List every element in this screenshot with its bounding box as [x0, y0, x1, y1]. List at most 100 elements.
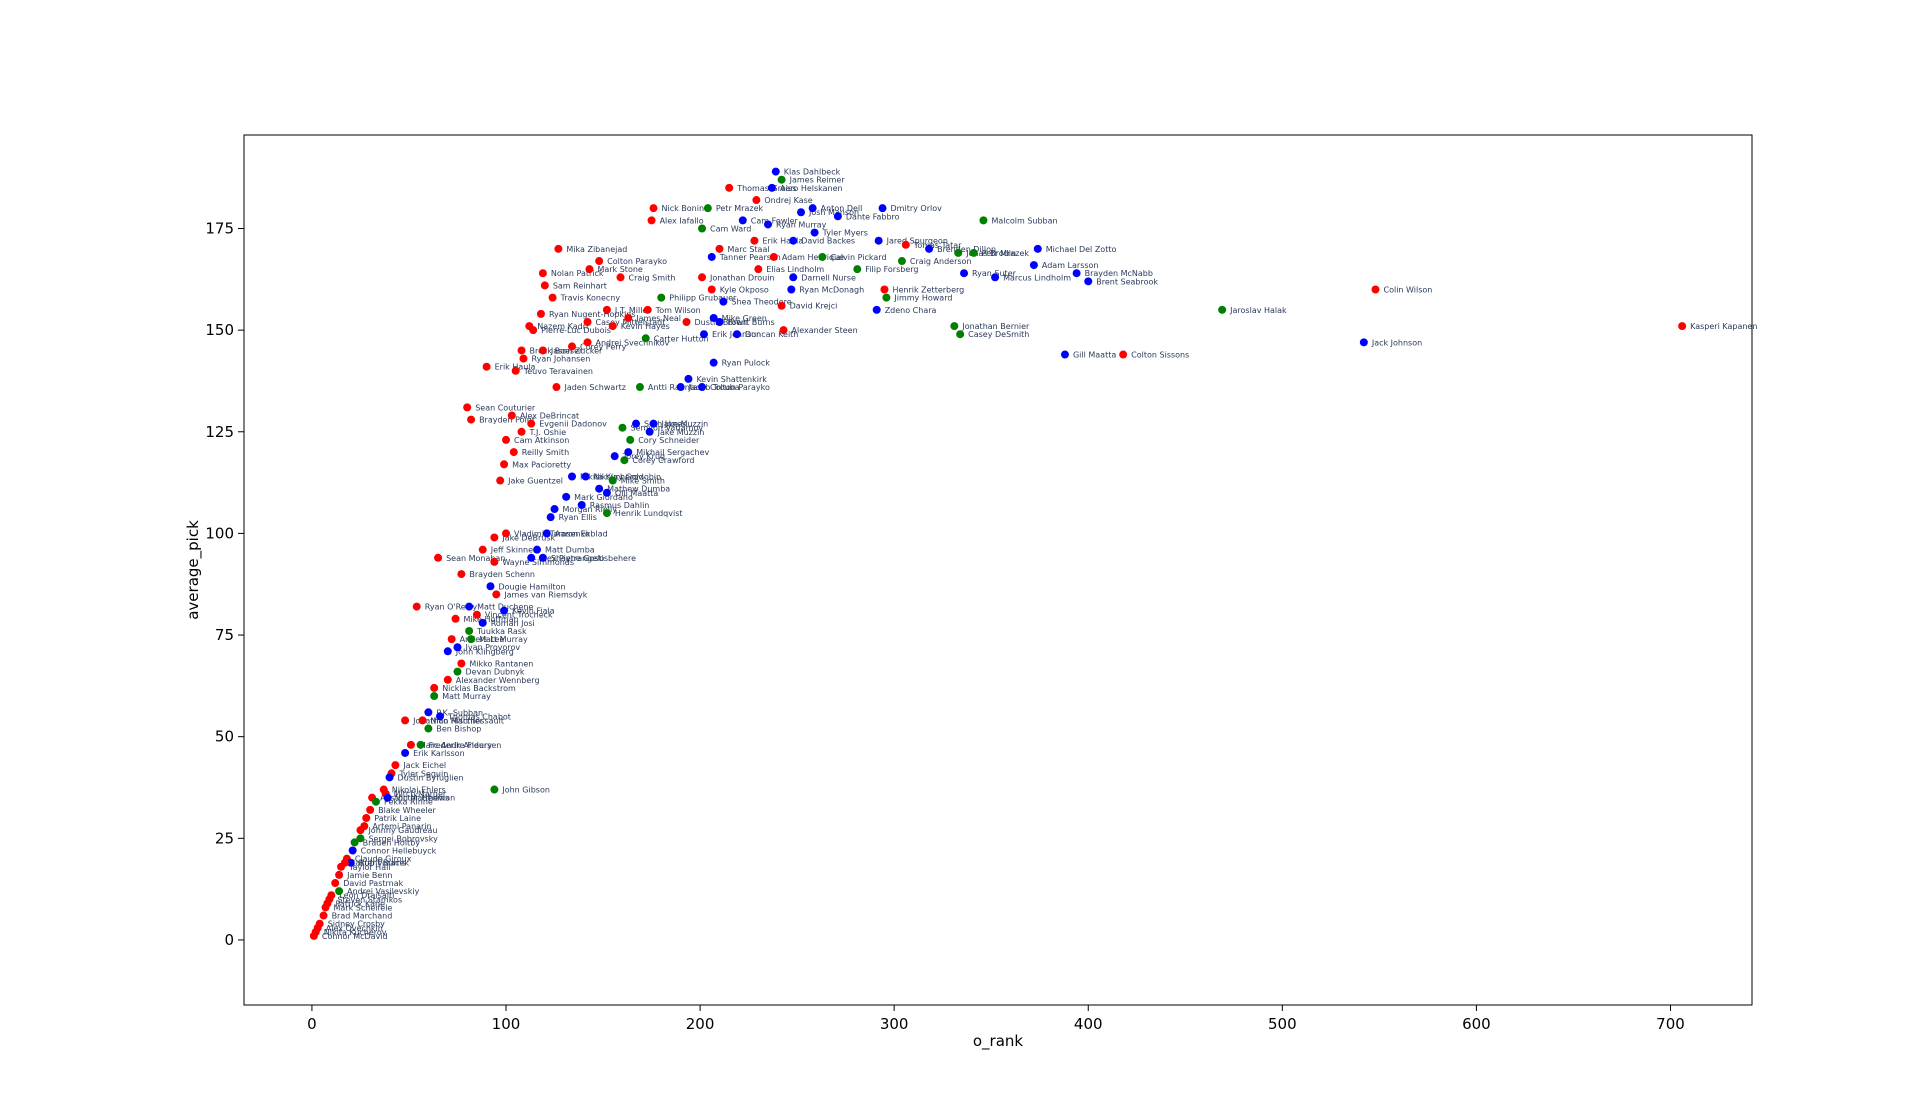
- data-point: [348, 846, 357, 855]
- data-point: [457, 659, 466, 668]
- point-label: Colton Parayko: [710, 383, 770, 392]
- point-label: Kyle Okposo: [720, 285, 769, 294]
- data-point: [478, 545, 487, 554]
- point-label: Mark Stone: [597, 265, 642, 274]
- data-point: [319, 911, 328, 920]
- data-point: [540, 281, 549, 290]
- data-point: [715, 318, 724, 327]
- point-label: Jason Zucker: [550, 346, 603, 355]
- point-label: Brayden Schenn: [469, 570, 535, 579]
- data-point: [517, 427, 526, 436]
- data-point: [950, 322, 959, 331]
- point-label: Brent Seabrook: [1096, 277, 1158, 286]
- point-label: Brad Marchand: [332, 912, 393, 921]
- point-label: Jakub Voracek: [352, 859, 410, 868]
- point-label: Matt Murray: [442, 692, 491, 701]
- point-label: Ondrej Kase: [764, 196, 812, 205]
- y-tick-label: 25: [215, 829, 234, 847]
- point-label: Tanner Pearson: [719, 253, 781, 262]
- point-label: Jacob Trouba: [688, 383, 740, 392]
- data-point: [635, 383, 644, 392]
- point-label: Semyon Varlamov: [630, 424, 703, 433]
- data-point: [787, 285, 796, 294]
- point-label: Andrei Vasilevskiy: [347, 887, 419, 896]
- point-label: Patrik Laine: [374, 814, 421, 823]
- data-point: [969, 248, 978, 257]
- data-point: [1359, 338, 1368, 347]
- data-point: [808, 204, 817, 213]
- data-point: [878, 204, 887, 213]
- point-label: Ryan Nugent-Hopkins: [549, 310, 636, 319]
- point-label: Klas Dahlbeck: [784, 168, 841, 177]
- data-point: [350, 838, 359, 847]
- point-label: Johnny Gaudreau: [367, 826, 437, 835]
- data-point: [453, 643, 462, 652]
- data-point: [1072, 269, 1081, 278]
- data-point: [581, 472, 590, 481]
- data-point: [385, 773, 394, 782]
- point-label: Brayden Point: [479, 416, 535, 425]
- data-point: [511, 366, 520, 375]
- point-label: David Pastrnak: [343, 879, 403, 888]
- data-point: [467, 415, 476, 424]
- point-label: Nikolay Goldobin: [594, 472, 662, 481]
- point-label: Shea Theodore: [731, 298, 791, 307]
- data-point: [451, 614, 460, 623]
- data-point: [684, 374, 693, 383]
- point-label: Thomas Chabot: [447, 712, 511, 721]
- point-label: Roman Josi: [491, 619, 535, 628]
- data-point: [649, 419, 658, 428]
- point-label: Artemi Panarin: [372, 822, 431, 831]
- data-point: [880, 285, 889, 294]
- data-point: [546, 513, 555, 522]
- data-point: [362, 813, 371, 822]
- data-point: [401, 748, 410, 757]
- x-tick-label: 300: [880, 1015, 909, 1033]
- data-point: [538, 346, 547, 355]
- point-label: Matt Murray: [479, 635, 528, 644]
- x-tick-label: 100: [492, 1015, 521, 1033]
- point-label: Jonathan Bernier: [961, 322, 1030, 331]
- y-tick-label: 125: [205, 423, 234, 441]
- data-point: [789, 236, 798, 245]
- data-point: [991, 273, 1000, 282]
- point-label: Thomas Greiss: [736, 184, 796, 193]
- point-label: Brock Boeser: [530, 346, 583, 355]
- point-label: Jamie Benn: [346, 871, 392, 880]
- point-label: Jake Muzzin: [661, 420, 709, 429]
- point-label: Philipp Grubauer: [669, 294, 737, 303]
- data-point: [443, 675, 452, 684]
- data-point: [507, 411, 516, 420]
- point-label: Braden Holtby: [363, 838, 421, 847]
- data-point: [536, 309, 545, 318]
- data-point: [346, 858, 355, 867]
- point-label: Elias Lindholm: [766, 265, 824, 274]
- point-label: Cam Ward: [710, 225, 751, 234]
- data-point: [583, 318, 592, 327]
- x-tick-label: 600: [1462, 1015, 1491, 1033]
- data-point: [810, 228, 819, 237]
- data-point: [1119, 350, 1128, 359]
- point-label: Taylor Hall: [348, 863, 391, 872]
- data-point: [901, 240, 910, 249]
- point-label: Wayne Simmonds: [502, 558, 574, 567]
- point-label: Tomas Tatar: [913, 241, 962, 250]
- point-label: Steven Stamkos: [337, 895, 402, 904]
- point-label: Blake Wheeler: [378, 806, 436, 815]
- data-point: [416, 740, 425, 749]
- point-label: Seth Jones: [644, 420, 686, 429]
- data-point: [752, 196, 761, 205]
- x-tick-label: 0: [307, 1015, 317, 1033]
- point-label: Erik Haula: [762, 237, 803, 246]
- data-point: [610, 452, 619, 461]
- data-point: [585, 265, 594, 274]
- plot-area-frame: [243, 134, 1753, 1006]
- x-tick-label: 200: [686, 1015, 715, 1033]
- point-label: Brent Burns: [359, 859, 406, 868]
- point-label: Jonathan Marchessault: [412, 716, 504, 725]
- data-point: [1084, 277, 1093, 286]
- data-point: [643, 305, 652, 314]
- point-label: John Gibson: [501, 786, 550, 795]
